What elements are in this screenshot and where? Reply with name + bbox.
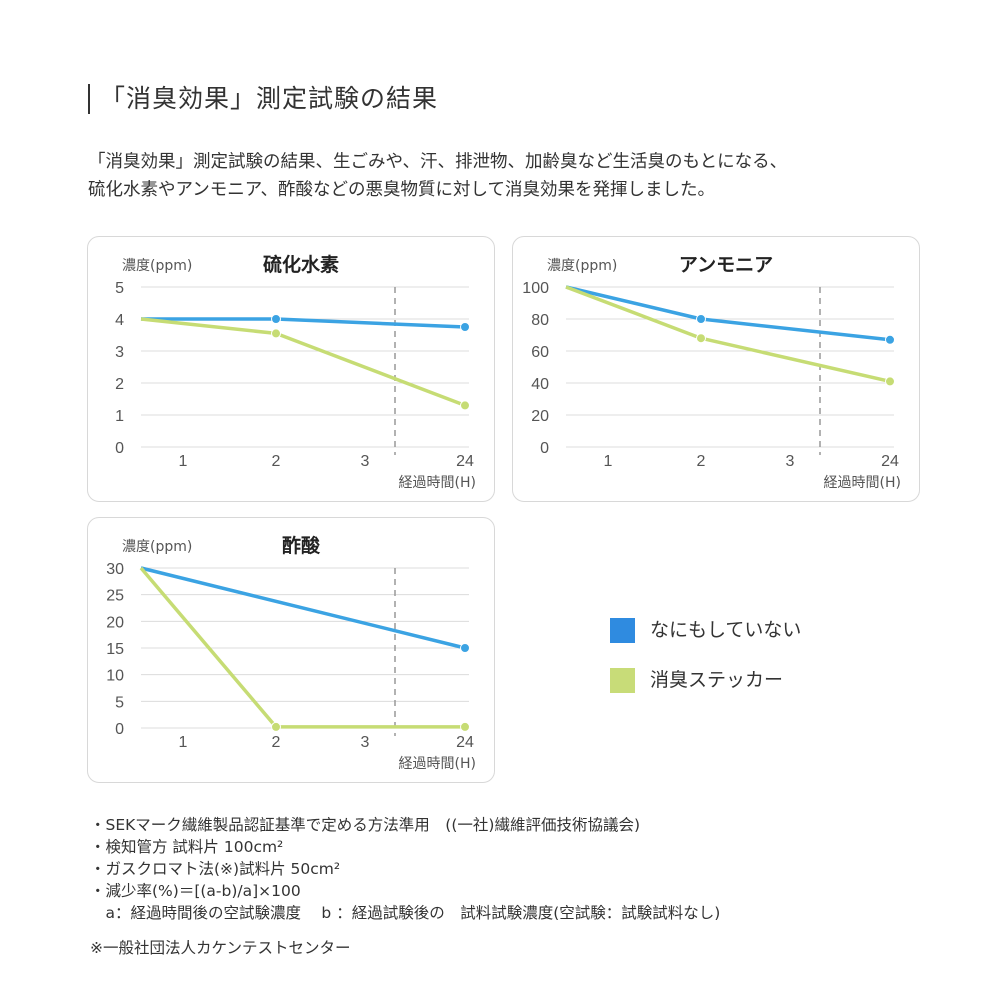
- note-line: a：経過時間後の空試験濃度 b ：経過試験後の 試料試験濃度(空試験：試験試料な…: [90, 904, 721, 922]
- y-tick-label: 0: [540, 440, 549, 457]
- note-line: ・検知管方 試料片 100cm²: [90, 838, 284, 856]
- legend-label: 消臭ステッカー: [650, 669, 784, 691]
- x-tick-label: 3: [361, 453, 370, 470]
- y-tick-label: 0: [115, 721, 124, 738]
- x-tick-label: 24: [456, 734, 474, 751]
- x-tick-label: 3: [786, 453, 795, 470]
- data-point: [271, 314, 281, 324]
- y-tick-label: 4: [115, 312, 124, 329]
- data-point: [460, 721, 470, 732]
- x-tick-label: 1: [179, 453, 188, 470]
- x-axis-label: 経過時間(H): [399, 475, 476, 491]
- y-axis-label: 濃度(ppm): [122, 539, 192, 555]
- y-tick-label: 100: [522, 280, 549, 297]
- data-point: [885, 376, 895, 387]
- note-line: ・ガスクロマト法(※)試料片 50cm²: [90, 860, 341, 878]
- data-point: [460, 643, 470, 653]
- legend-label: なにもしていない: [650, 619, 802, 641]
- y-tick-label: 40: [531, 376, 549, 393]
- y-tick-label: 0: [115, 440, 124, 457]
- y-tick-label: 25: [106, 588, 124, 605]
- y-tick-label: 5: [115, 280, 124, 297]
- series-line: [565, 285, 891, 342]
- x-tick-label: 24: [456, 453, 474, 470]
- data-point: [696, 333, 706, 344]
- y-tick-label: 1: [115, 408, 124, 425]
- x-tick-label: 3: [361, 734, 370, 751]
- y-axis-label: 濃度(ppm): [547, 258, 617, 274]
- series-line: [139, 566, 465, 729]
- legend-swatch-blue: [610, 618, 635, 643]
- chart-svg: 酢酸 濃度(ppm) 経過時間(H) 0 5 10 15 20 25 30 1 2 3 24: [106, 534, 476, 772]
- series-line: [140, 317, 466, 408]
- data-point: [460, 322, 470, 332]
- page-title: 「消臭効果」測定試験の結果: [88, 84, 438, 114]
- data-point: [696, 314, 706, 324]
- x-tick-label: 2: [272, 734, 281, 751]
- intro-text: 「消臭効果」測定試験の結果、生ごみや、汗、排泄物、加齢臭など生活臭のもとになる、…: [88, 148, 787, 204]
- y-tick-label: 80: [531, 312, 549, 329]
- data-point: [271, 328, 281, 339]
- y-tick-label: 30: [106, 561, 124, 578]
- x-axis-label: 経過時間(H): [399, 756, 476, 772]
- x-tick-label: 2: [272, 453, 281, 470]
- chart-title: 硫化水素: [263, 253, 339, 276]
- chart-hydrogen-sulfide: 硫化水素 濃度(ppm) 経過時間(H) 0 1 2 3 4 5 1 2 3 24: [87, 236, 495, 502]
- x-tick-label: 1: [179, 734, 188, 751]
- source-credit: ※一般社団法人カケンテストセンター: [90, 939, 351, 957]
- legend-swatch-green: [610, 668, 635, 693]
- note-line: ・減少率(%)＝[(a-b)/a]×100: [90, 882, 301, 900]
- data-point: [460, 400, 470, 411]
- x-tick-label: 1: [604, 453, 613, 470]
- y-tick-label: 3: [115, 344, 124, 361]
- series-line: [140, 566, 466, 650]
- chart-acetic-acid: 酢酸 濃度(ppm) 経過時間(H) 0 5 10 15 20 25 30 1 2 3 24: [87, 517, 495, 783]
- note-line: ・SEKマーク繊維製品認証基準で定める方法準用 ((一社)繊維評価技術協議会): [90, 816, 640, 834]
- x-tick-label: 2: [697, 453, 706, 470]
- y-tick-label: 5: [115, 694, 124, 711]
- y-tick-label: 15: [106, 641, 124, 658]
- chart-title: アンモニア: [679, 254, 773, 276]
- notes: ・SEKマーク繊維製品認証基準で定める方法準用 ((一社)繊維評価技術協議会) ・…: [90, 814, 720, 924]
- y-tick-label: 20: [531, 408, 549, 425]
- y-tick-label: 2: [115, 376, 124, 393]
- y-tick-label: 10: [106, 668, 124, 685]
- intro-line: 「消臭効果」測定試験の結果、生ごみや、汗、排泄物、加齢臭など生活臭のもとになる、: [88, 152, 788, 172]
- chart-svg: アンモニア 濃度(ppm) 経過時間(H) 0 20 40 60 80 100 1 2 3 24: [522, 254, 901, 491]
- data-point: [271, 721, 281, 732]
- y-tick-label: 20: [106, 614, 124, 631]
- x-axis-label: 経過時間(H): [824, 475, 901, 491]
- chart-title: 酢酸: [282, 534, 321, 557]
- y-tick-label: 60: [531, 344, 549, 361]
- x-tick-label: 24: [881, 453, 899, 470]
- chart-ammonia: アンモニア 濃度(ppm) 経過時間(H) 0 20 40 60 80 100 1 2 3 24: [512, 236, 920, 502]
- data-point: [885, 334, 895, 345]
- intro-line: 硫化水素やアンモニア、酢酸などの悪臭物質に対して消臭効果を発揮しました。: [88, 180, 716, 200]
- chart-svg: 硫化水素 濃度(ppm) 経過時間(H) 0 1 2 3 4 5 1 2 3 24: [115, 253, 476, 491]
- y-axis-label: 濃度(ppm): [122, 258, 192, 274]
